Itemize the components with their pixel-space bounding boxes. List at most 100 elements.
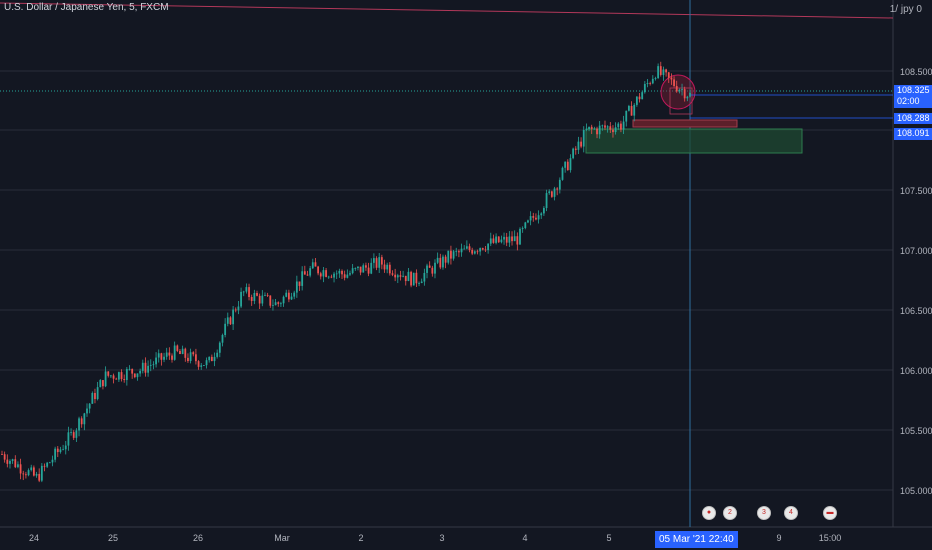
candle-body	[378, 257, 381, 268]
candle-body	[638, 96, 641, 100]
candle-body	[176, 345, 179, 351]
candle-body	[314, 262, 317, 267]
candle-body	[511, 236, 513, 242]
candle-body	[503, 236, 505, 240]
candle-body	[163, 356, 165, 360]
economic-event-icon[interactable]: 4	[784, 506, 798, 520]
candle-body	[457, 251, 460, 253]
candle-body	[88, 403, 91, 409]
candle-body	[189, 352, 192, 362]
candle-body	[325, 270, 327, 277]
candle-body	[107, 371, 110, 376]
candle-body	[365, 265, 367, 268]
candle-body	[343, 274, 346, 278]
candle-body	[447, 250, 450, 263]
event-count: 4	[789, 509, 793, 516]
flag-icon[interactable]: ▬	[823, 506, 837, 520]
candle-body	[574, 148, 577, 150]
candle-body	[495, 236, 497, 243]
candle-body	[171, 355, 173, 360]
candle-body	[394, 274, 397, 278]
candle-body	[564, 161, 567, 168]
candle-body	[635, 96, 638, 105]
candle-body	[245, 287, 248, 292]
candle-body	[14, 459, 17, 468]
candle-body	[187, 357, 189, 362]
candle-body	[256, 292, 258, 296]
candle-body	[580, 141, 582, 147]
candle-body	[133, 373, 136, 378]
candle-body	[569, 158, 572, 171]
economic-event-icon[interactable]: 3	[757, 506, 771, 520]
candle-body	[280, 303, 282, 305]
candle-body	[463, 248, 466, 250]
price-tag-mid: 108.288	[894, 113, 932, 124]
price-label: 105.500	[900, 426, 932, 436]
candle-body	[465, 246, 468, 249]
candle-body	[277, 302, 280, 304]
candle-body	[75, 430, 78, 438]
highlight-circle[interactable]	[660, 74, 696, 110]
candle-body	[35, 473, 38, 476]
candle-body	[285, 292, 288, 297]
trendline[interactable]	[0, 2, 894, 19]
symbol-title[interactable]: U.S. Dollar / Japanese Yen, 5, FXCM	[4, 2, 169, 13]
candle-body	[519, 228, 521, 245]
candle-body	[614, 127, 617, 133]
candle-body	[643, 84, 646, 93]
candle-body	[229, 317, 232, 325]
candle-body	[338, 270, 341, 274]
candle-body	[70, 432, 72, 433]
candle-body	[165, 352, 168, 357]
candle-body	[309, 268, 312, 276]
candle-body	[675, 86, 678, 92]
candle-body	[301, 271, 304, 286]
candle-body	[412, 272, 415, 286]
candle-body	[102, 380, 104, 387]
candle-body	[662, 69, 665, 75]
candle-body	[205, 360, 208, 366]
candle-body	[484, 249, 487, 251]
highlight-box[interactable]	[669, 87, 693, 115]
candle-body	[404, 275, 407, 282]
time-label: Mar	[274, 533, 290, 543]
candle-body	[521, 228, 524, 229]
demand-zone[interactable]	[585, 128, 803, 154]
candle-body	[346, 274, 349, 278]
candle-body	[545, 193, 548, 209]
candle-body	[202, 365, 205, 366]
currency-label[interactable]: 1/ jpy 0	[889, 4, 922, 15]
economic-event-icon[interactable]: 2	[723, 506, 737, 520]
candle-body	[282, 296, 285, 304]
candle-body	[431, 267, 434, 274]
candle-body	[487, 243, 490, 251]
candle-body	[354, 268, 357, 269]
candle-body	[232, 309, 235, 325]
candle-body	[200, 365, 203, 367]
candle-body	[335, 273, 338, 275]
candle-body	[46, 462, 49, 467]
price-label: 108.500	[900, 67, 932, 77]
resistance-zone[interactable]	[632, 119, 738, 128]
candle-body	[22, 473, 25, 475]
candle-body	[250, 297, 253, 301]
time-label: 26	[193, 533, 203, 543]
candle-body	[221, 335, 224, 343]
candle-body	[415, 272, 418, 284]
candle-body	[553, 188, 556, 197]
candle-body	[333, 273, 335, 278]
candle-body	[410, 271, 412, 286]
candle-body	[667, 72, 670, 78]
candle-body	[128, 368, 131, 370]
candle-body	[665, 69, 667, 73]
candle-body	[27, 470, 30, 476]
candle-body	[582, 129, 585, 147]
economic-event-icon[interactable]: ●	[702, 506, 716, 520]
last-price-value: 108.325	[897, 85, 930, 95]
time-label: 15:00	[819, 533, 842, 543]
candle-body	[306, 274, 309, 276]
candle-body	[147, 365, 150, 373]
candle-body	[234, 309, 237, 311]
